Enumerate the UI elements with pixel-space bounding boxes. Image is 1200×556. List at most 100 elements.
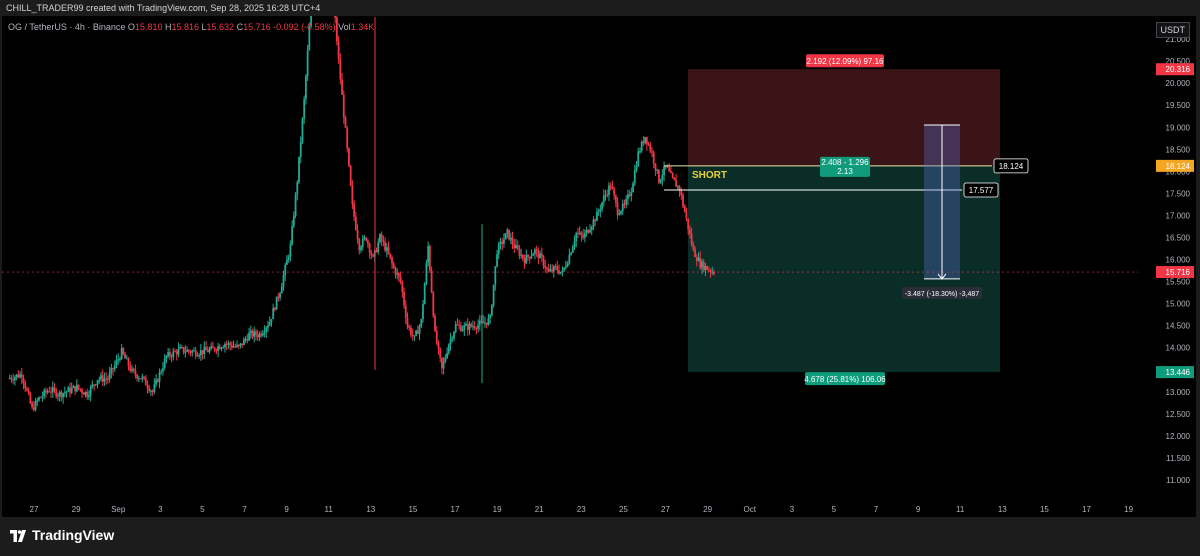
candle bbox=[632, 181, 634, 193]
candle-body bbox=[451, 338, 454, 340]
candle-body bbox=[627, 194, 629, 199]
candle bbox=[482, 314, 485, 324]
candle-body bbox=[678, 186, 681, 191]
risk-reward-value: 2.13 bbox=[837, 167, 853, 176]
candle bbox=[131, 364, 133, 374]
candle bbox=[289, 240, 292, 262]
candle-body bbox=[630, 192, 633, 196]
price-tick-label: 13.000 bbox=[1166, 388, 1191, 397]
candle-body bbox=[208, 349, 211, 352]
candle bbox=[497, 241, 500, 260]
candle-body bbox=[186, 349, 188, 352]
time-tick-label: 9 bbox=[916, 505, 921, 514]
candle bbox=[408, 324, 411, 331]
candle bbox=[556, 260, 559, 274]
candle-body bbox=[143, 376, 145, 378]
candle bbox=[441, 357, 443, 375]
candle bbox=[396, 268, 399, 280]
currency-button[interactable]: USDT bbox=[1155, 22, 1190, 38]
candle-body bbox=[625, 198, 628, 205]
candle bbox=[249, 325, 252, 340]
candle-body bbox=[651, 151, 653, 153]
candle-body bbox=[44, 390, 47, 393]
candle-body bbox=[148, 388, 151, 392]
candle-body bbox=[372, 255, 374, 257]
candle bbox=[587, 229, 590, 234]
candle-body bbox=[24, 383, 27, 389]
candle-body bbox=[439, 348, 442, 358]
candle bbox=[673, 177, 676, 181]
time-axis-bg bbox=[2, 501, 1196, 517]
candle bbox=[501, 237, 504, 251]
candle bbox=[292, 211, 295, 229]
candle bbox=[671, 171, 674, 179]
candle-body bbox=[96, 380, 99, 385]
candle bbox=[82, 391, 85, 395]
candle-body bbox=[547, 268, 550, 272]
candle-body bbox=[563, 267, 566, 271]
candle bbox=[434, 313, 436, 332]
candle-body bbox=[144, 377, 147, 386]
candle bbox=[346, 125, 349, 153]
candle-body bbox=[478, 320, 481, 325]
candle bbox=[186, 346, 188, 353]
candle bbox=[415, 329, 418, 337]
candle bbox=[98, 376, 101, 384]
candle bbox=[478, 315, 481, 331]
candle bbox=[363, 235, 366, 241]
level-18124-label-bg bbox=[993, 158, 1029, 174]
candle bbox=[155, 374, 157, 388]
candle bbox=[100, 371, 102, 382]
candle bbox=[43, 388, 46, 400]
candle-body bbox=[172, 351, 175, 358]
time-tick-label: 15 bbox=[1040, 505, 1049, 514]
candle bbox=[410, 324, 412, 338]
candle-body bbox=[589, 230, 591, 233]
candle-body bbox=[465, 324, 467, 326]
tradingview-logo-icon bbox=[10, 530, 26, 542]
candle bbox=[456, 318, 459, 326]
candle-body bbox=[444, 357, 447, 362]
candle bbox=[707, 266, 710, 272]
candle-body bbox=[88, 395, 90, 398]
candle-body bbox=[342, 94, 345, 118]
candle bbox=[475, 326, 478, 335]
candle-body bbox=[251, 330, 254, 337]
candle bbox=[620, 210, 622, 216]
candle bbox=[520, 248, 523, 259]
candle-body bbox=[258, 333, 261, 338]
candle-body bbox=[167, 352, 170, 356]
candle bbox=[213, 346, 216, 353]
candle-body bbox=[594, 219, 597, 222]
candle-body bbox=[642, 141, 645, 144]
candle-body bbox=[535, 249, 538, 251]
candle-body bbox=[93, 384, 95, 386]
candle-body bbox=[652, 152, 655, 164]
time-tick-label: Sep bbox=[111, 505, 126, 514]
candle-body bbox=[546, 268, 548, 270]
time-tick-label: 21 bbox=[535, 505, 544, 514]
candle bbox=[160, 369, 163, 375]
candle-body bbox=[399, 276, 402, 282]
candle bbox=[523, 254, 526, 269]
candle-body bbox=[485, 322, 488, 325]
candle bbox=[344, 115, 347, 129]
candle bbox=[60, 389, 63, 402]
candle-body bbox=[499, 241, 502, 244]
candle-body bbox=[335, 17, 338, 42]
price-chart[interactable]: SHORT 2.192 (12.09%) 97.16 4.678 (25.81%) … bbox=[2, 0, 1196, 517]
candle bbox=[8, 374, 11, 380]
candle-body bbox=[673, 177, 676, 181]
candle bbox=[120, 343, 123, 360]
chart-area[interactable]: SHORT 2.192 (12.09%) 97.16 4.678 (25.81%) … bbox=[2, 0, 1196, 517]
symbol-name: OG / TetherUS · 4h · Binance bbox=[8, 22, 126, 32]
price-label-text: 18.124 bbox=[1166, 162, 1191, 171]
candle-body bbox=[363, 237, 366, 239]
candle-body bbox=[337, 41, 340, 60]
candle bbox=[516, 240, 519, 251]
candle-body bbox=[36, 400, 39, 402]
candle-body bbox=[304, 76, 307, 100]
candle bbox=[487, 313, 490, 326]
measure-arrow-head bbox=[937, 273, 947, 280]
candle bbox=[627, 189, 629, 206]
